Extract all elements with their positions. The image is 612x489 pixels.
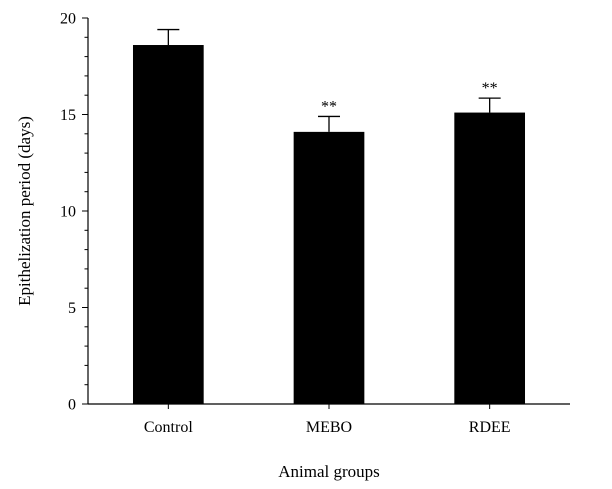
x-ticks: Control MEBO RDEE	[144, 404, 511, 436]
y-tick-label: 0	[68, 397, 76, 414]
significance-mark: **	[482, 80, 498, 97]
y-tick-label: 15	[60, 107, 76, 124]
y-ticks: 0 5 10 15 20	[60, 11, 88, 414]
x-tick-label: Control	[144, 419, 193, 436]
bar	[454, 112, 526, 404]
x-tick-label: MEBO	[306, 419, 352, 436]
y-axis-title: Epithelization period (days)	[15, 116, 34, 306]
x-axis-title: Animal groups	[278, 462, 380, 481]
y-tick-label: 20	[60, 11, 76, 28]
y-tick-label: 5	[68, 300, 76, 317]
y-tick-label: 10	[60, 204, 76, 221]
bar	[132, 45, 204, 405]
bar	[293, 131, 365, 404]
bars: ** **	[132, 28, 526, 405]
significance-mark: **	[321, 98, 337, 115]
x-tick-label: RDEE	[469, 419, 511, 436]
